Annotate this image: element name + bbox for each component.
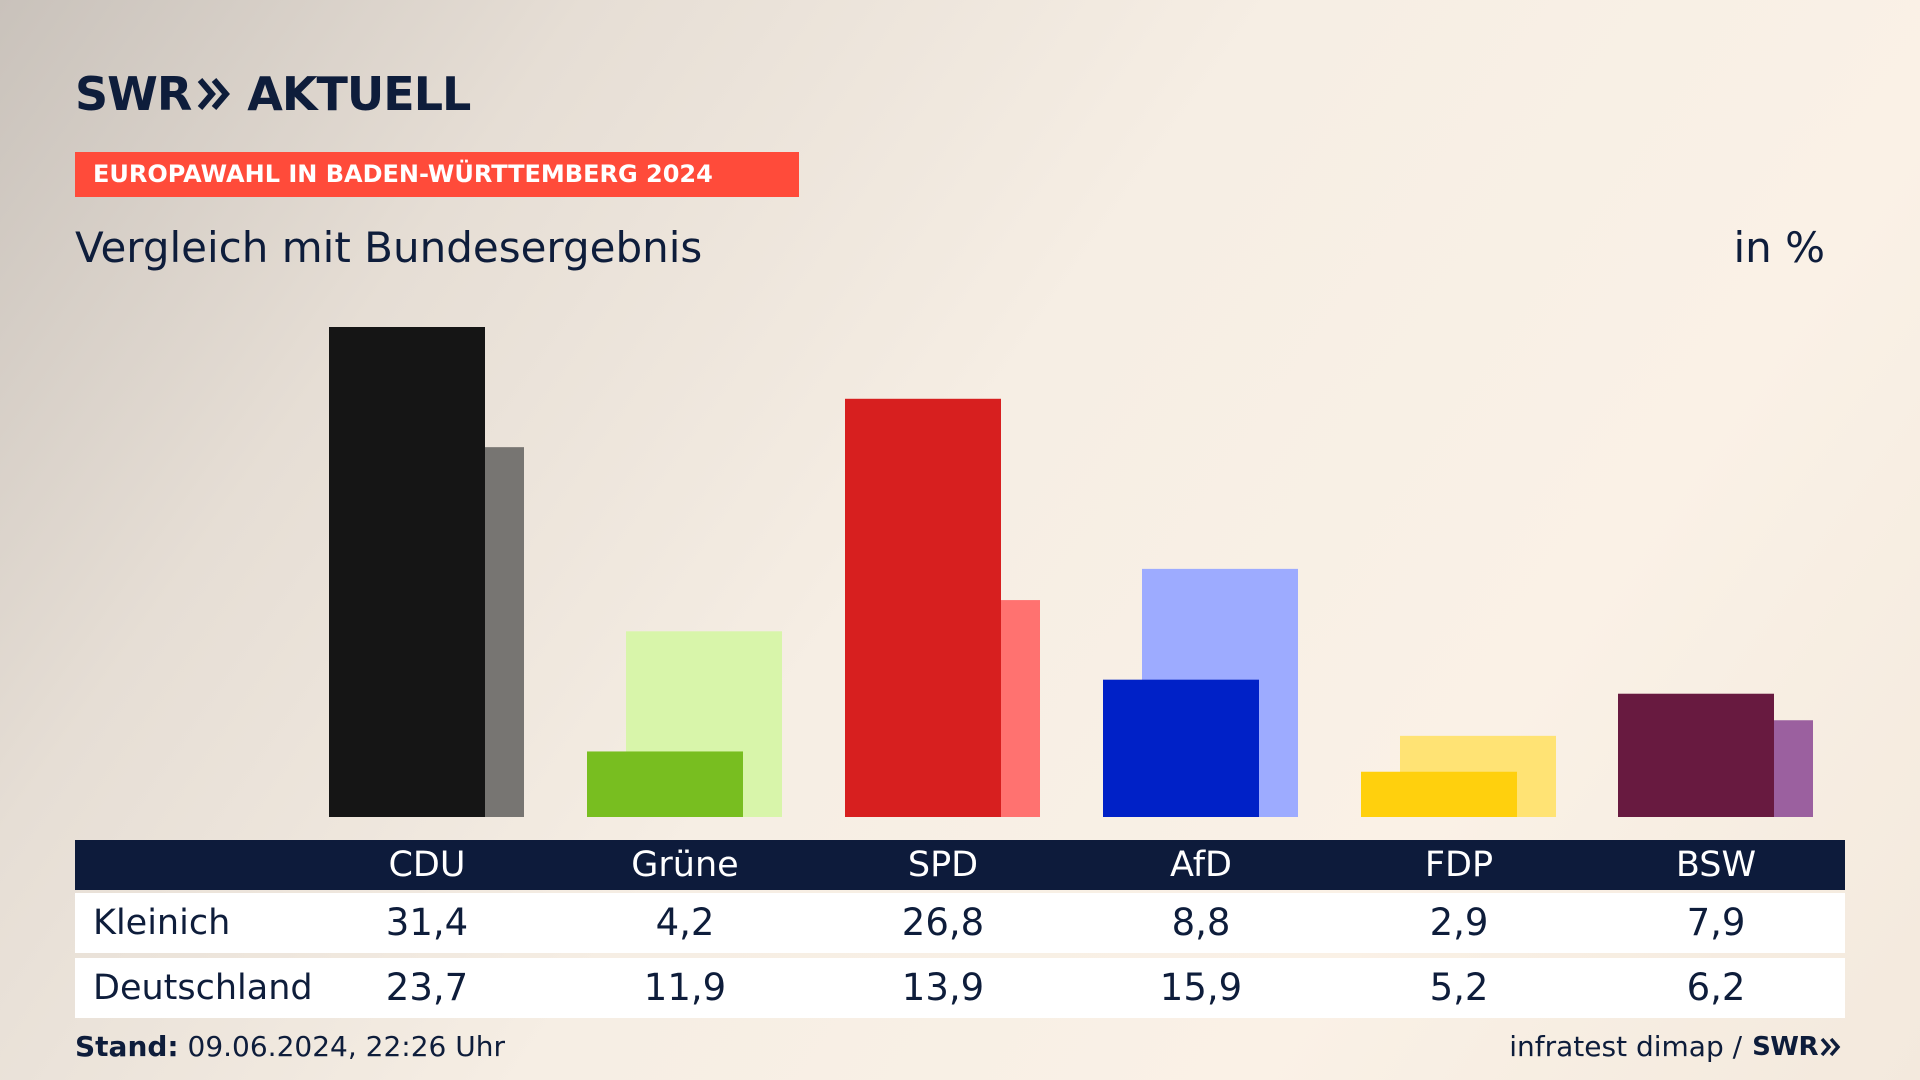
bar-kleinich-fdp (1361, 771, 1517, 817)
bar-kleinich-spd (845, 398, 1001, 817)
stand-value: 09.06.2024, 22:26 Uhr (178, 1030, 505, 1063)
swr-aktuell-logo: SWR AKTUELL (75, 66, 471, 122)
party-label-bsw: BSW (1675, 845, 1757, 885)
value-deutschland-spd: 13,9 (901, 966, 985, 1009)
logo-aktuell: AKTUELL (247, 67, 471, 121)
election-banner: EUROPAWAHL IN BADEN-WÜRTTEMBERG 2024 (75, 152, 799, 197)
source-brand: SWR (1752, 1032, 1818, 1062)
party-label-fdp: FDP (1424, 845, 1494, 885)
row-label: Deutschland (93, 968, 313, 1008)
party-label-afd: AfD (1170, 845, 1232, 885)
table-row: Deutschland 23,7 11,9 13,9 15,9 5,2 6,2 (75, 958, 1845, 1018)
bar-kleinich-cdu (329, 327, 485, 817)
value-deutschland-cdu: 23,7 (385, 966, 469, 1009)
bar-kleinich-gr-ne (587, 751, 743, 817)
value-kleinich-fdp: 2,9 (1429, 901, 1489, 944)
timestamp: Stand: 09.06.2024, 22:26 Uhr (75, 1030, 505, 1064)
stand-label: Stand: (75, 1030, 179, 1063)
value-deutschland-fdp: 5,2 (1429, 966, 1489, 1009)
unit-label: in % (1733, 223, 1825, 272)
chevron-double-right-icon (1820, 1037, 1841, 1057)
party-label-spd: SPD (907, 845, 979, 885)
value-kleinich-gr-ne: 4,2 (655, 901, 715, 944)
bar-kleinich-afd (1103, 679, 1259, 817)
results-table: CDU Grüne SPD AfD FDP BSW Kleinich 31,4 4,2 26,… (75, 840, 1845, 1018)
row-label: Kleinich (93, 903, 231, 943)
table-header: CDU Grüne SPD AfD FDP BSW (75, 840, 1845, 890)
bar-chart (329, 327, 1813, 817)
value-kleinich-spd: 26,8 (901, 901, 985, 944)
party-label-gr-ne: Grüne (631, 845, 739, 885)
value-kleinich-cdu: 31,4 (385, 901, 469, 944)
party-label-cdu: CDU (388, 845, 466, 885)
value-kleinich-afd: 8,8 (1171, 901, 1231, 944)
source-label: infratest dimap / (1509, 1030, 1743, 1063)
table-row: Kleinich 31,4 4,2 26,8 8,8 2,9 7,9 (75, 893, 1845, 953)
value-kleinich-bsw: 7,9 (1686, 901, 1746, 944)
source: infratest dimap / SWR (1509, 1030, 1842, 1064)
chart-title: Vergleich mit Bundesergebnis (75, 223, 703, 272)
value-deutschland-bsw: 6,2 (1686, 966, 1746, 1009)
value-deutschland-afd: 15,9 (1159, 966, 1243, 1009)
bar-kleinich-bsw (1618, 693, 1774, 817)
chevron-double-right-icon (198, 78, 231, 110)
value-deutschland-gr-ne: 11,9 (643, 966, 727, 1009)
logo-swr: SWR (75, 67, 192, 121)
